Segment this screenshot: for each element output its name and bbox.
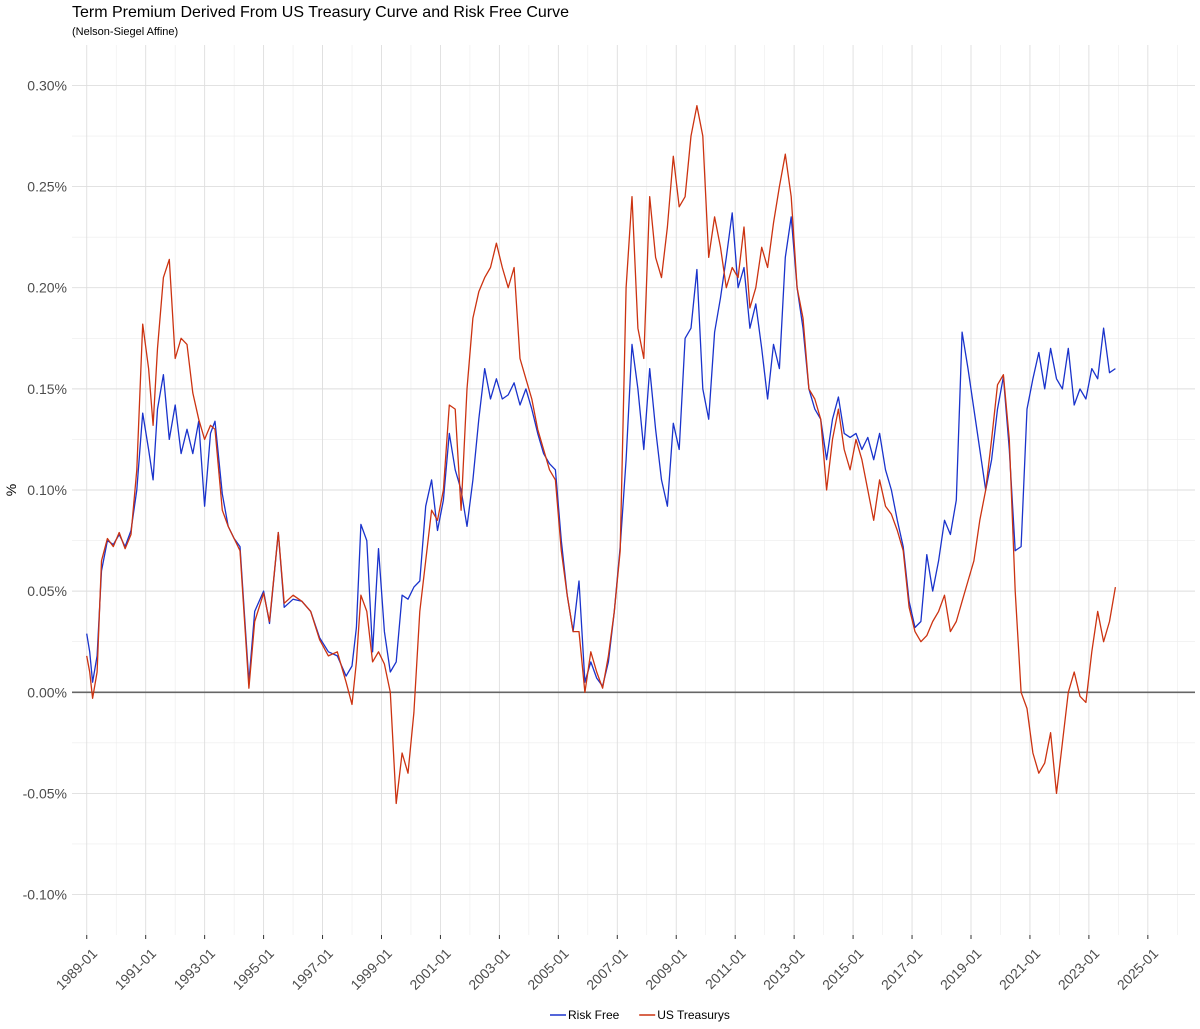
x-tick-label: 2023-01 bbox=[1055, 945, 1103, 993]
x-axis-ticks: 1989-01 1991-01 1993-01 1995-01 1997-01 1999-… bbox=[53, 935, 1162, 993]
y-axis-ticks: -0.10% -0.05% 0.00% 0.05% 0.10% 0.15% 0.20% 0.2… bbox=[23, 77, 67, 902]
y-tick-label: 0.15% bbox=[27, 381, 67, 397]
x-tick-label: 2019-01 bbox=[937, 945, 985, 993]
x-tick-label: 2009-01 bbox=[642, 945, 690, 993]
x-tick-label: 1997-01 bbox=[288, 945, 336, 993]
x-tick-label: 2025-01 bbox=[1114, 945, 1162, 993]
y-axis-title: % bbox=[3, 484, 19, 496]
y-tick-label: 0.20% bbox=[27, 280, 67, 296]
y-tick-label: 0.10% bbox=[27, 482, 67, 498]
legend-label: US Treasurys bbox=[657, 1008, 730, 1022]
x-tick-label: 2013-01 bbox=[760, 945, 808, 993]
legend: Risk Free US Treasurys bbox=[550, 1008, 730, 1022]
series-line-risk-free bbox=[86, 212, 1116, 687]
y-tick-label: 0.30% bbox=[27, 77, 67, 93]
x-tick-label: 2005-01 bbox=[524, 945, 572, 993]
x-tick-label: 2007-01 bbox=[583, 945, 631, 993]
y-tick-label: 0.25% bbox=[27, 179, 67, 195]
x-tick-label: 2021-01 bbox=[996, 945, 1044, 993]
grid-major bbox=[72, 45, 1195, 935]
series-line-us-treasurys bbox=[86, 105, 1117, 805]
x-tick-label: 1993-01 bbox=[170, 945, 218, 993]
y-tick-label: -0.05% bbox=[23, 785, 67, 801]
chart-title: Term Premium Derived From US Treasury Cu… bbox=[72, 4, 570, 21]
x-tick-label: 1999-01 bbox=[347, 945, 395, 993]
chart-subtitle: (Nelson-Siegel Affine) bbox=[72, 26, 179, 38]
x-tick-label: 2017-01 bbox=[878, 945, 926, 993]
series-lines bbox=[86, 105, 1117, 805]
x-tick-label: 1995-01 bbox=[229, 945, 277, 993]
y-tick-label: 0.05% bbox=[27, 583, 67, 599]
y-tick-label: 0.00% bbox=[27, 684, 67, 700]
x-tick-label: 1991-01 bbox=[112, 945, 160, 993]
x-tick-label: 2001-01 bbox=[406, 945, 454, 993]
legend-label: Risk Free bbox=[568, 1008, 620, 1022]
x-tick-label: 2011-01 bbox=[702, 945, 749, 992]
x-tick-label: 2015-01 bbox=[819, 945, 867, 993]
x-tick-label: 1989-01 bbox=[53, 945, 101, 993]
y-tick-label: -0.10% bbox=[23, 887, 67, 903]
x-tick-label: 2003-01 bbox=[465, 945, 513, 993]
